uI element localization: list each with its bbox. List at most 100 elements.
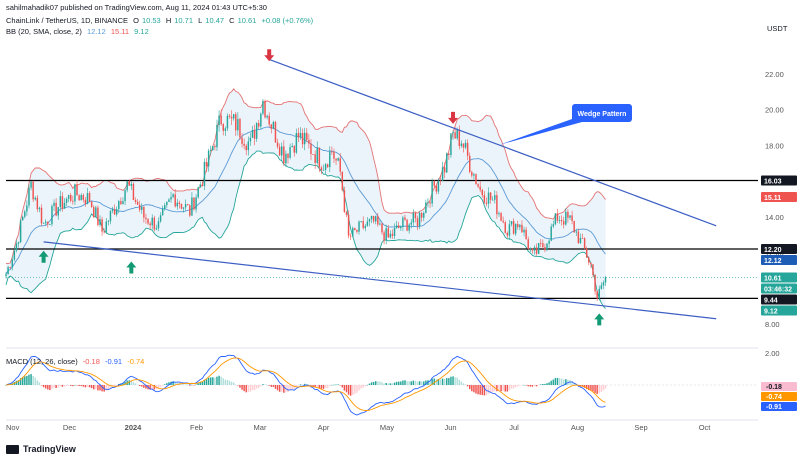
candle-body [224, 128, 227, 131]
candle-body [55, 202, 57, 216]
candle-body [99, 219, 101, 225]
macd-label-text: -0.91 [766, 404, 782, 411]
macd-line-value: -0.91 [105, 357, 123, 366]
candle-body [59, 196, 62, 208]
macd-histogram-bar [105, 385, 107, 391]
macd-histogram-bar [97, 385, 99, 391]
candle-body [521, 224, 523, 233]
candle-body [596, 291, 598, 299]
macd-histogram-bar [49, 385, 51, 391]
price-label-text: 12.12 [764, 258, 782, 265]
macd-histogram-bar [335, 384, 337, 386]
macd-histogram-bar [420, 381, 423, 385]
candle-body [15, 243, 18, 251]
candle-body [477, 184, 479, 187]
y-tick-label: 8.00 [765, 320, 780, 329]
macd-histogram-bar [76, 385, 78, 386]
candle-body [571, 215, 573, 222]
macd-histogram-bar [489, 385, 492, 393]
candle-body [354, 228, 356, 231]
macd-histogram-bar [322, 385, 325, 389]
macd-histogram-bar [460, 381, 463, 385]
candle-body [184, 204, 187, 208]
candle-body [446, 153, 448, 173]
candle-body [216, 125, 218, 148]
macd-histogram-bar [598, 385, 600, 394]
candle-body [207, 150, 210, 167]
open-value: 10.53 [141, 16, 161, 25]
macd-histogram-bar [24, 376, 26, 385]
candle-body [475, 174, 477, 185]
candle-body [7, 267, 9, 275]
macd-histogram-bar [477, 385, 479, 395]
macd-histogram-bar [310, 385, 312, 386]
trendline-upper [268, 58, 717, 227]
macd-histogram-bar [560, 378, 563, 385]
candle-body [241, 137, 243, 144]
candle-body [483, 195, 486, 203]
candle-body [569, 215, 571, 218]
macd-histogram-bar [237, 385, 239, 386]
candle-body [278, 146, 281, 156]
candle-body [408, 224, 410, 231]
macd-histogram-bar [30, 374, 32, 385]
macd-histogram-bar [182, 384, 185, 385]
macd-histogram-bar [172, 381, 174, 385]
macd-histogram-bar [331, 384, 333, 386]
macd-histogram-bar [527, 385, 529, 387]
x-tick-label: 2024 [125, 423, 143, 432]
macd-histogram-bar [239, 385, 241, 388]
macd-histogram-bar [74, 384, 76, 386]
up-arrow-icon [38, 250, 49, 263]
macd-histogram-bar [540, 384, 542, 385]
macd-histogram-bar [412, 380, 415, 385]
macd-histogram-bar [500, 385, 502, 392]
candle-body [487, 192, 490, 204]
macd-histogram-bar [481, 385, 483, 395]
candle-body [283, 146, 285, 164]
macd-histogram-bar [235, 384, 237, 386]
candle-body [581, 237, 584, 239]
macd-histogram-bar [395, 381, 398, 385]
macd-histogram-bar [418, 381, 421, 385]
macd-histogram-bar [506, 385, 509, 392]
macd-histogram-bar [295, 385, 298, 387]
macd-histogram-bar [245, 385, 247, 393]
candle-body [42, 222, 45, 224]
macd-histogram-bar [255, 385, 258, 389]
macd-histogram-bar [174, 382, 176, 385]
candle-body [527, 239, 529, 250]
macd-histogram-bar [548, 382, 550, 385]
price-label-text: 15.11 [764, 195, 781, 202]
candle-body [193, 197, 195, 210]
candle-body [272, 122, 275, 129]
macd-histogram-bar [475, 385, 477, 394]
candle-body [523, 229, 525, 233]
up-arrow-icon [126, 261, 137, 274]
x-tick-label: Jul [509, 423, 519, 432]
candle-body [253, 129, 256, 139]
bb-label: BB (20, SMA, close, 2) [6, 27, 82, 36]
macd-histogram-bar [400, 381, 402, 385]
macd-histogram-bar [26, 375, 28, 385]
candle-body [514, 223, 517, 234]
macd-histogram-bar [264, 384, 266, 385]
macd-histogram-bar [103, 385, 105, 392]
candle-body [293, 145, 295, 153]
candle-body [594, 274, 596, 292]
tradingview-brand[interactable]: TradingView [6, 444, 76, 454]
candle-body [337, 158, 339, 161]
macd-histogram-bar [130, 380, 133, 385]
macd-histogram-bar [205, 379, 208, 385]
macd-histogram-bar [563, 379, 565, 385]
candle-body [517, 223, 519, 228]
macd-histogram-bar [78, 385, 80, 387]
macd-histogram-bar [362, 385, 364, 388]
macd-histogram-bar [588, 385, 590, 391]
macd-histogram-bar [72, 385, 74, 387]
candle-body [57, 207, 59, 216]
candle-body [600, 285, 603, 289]
macd-histogram-bar [521, 385, 523, 386]
candle-body [34, 197, 36, 200]
